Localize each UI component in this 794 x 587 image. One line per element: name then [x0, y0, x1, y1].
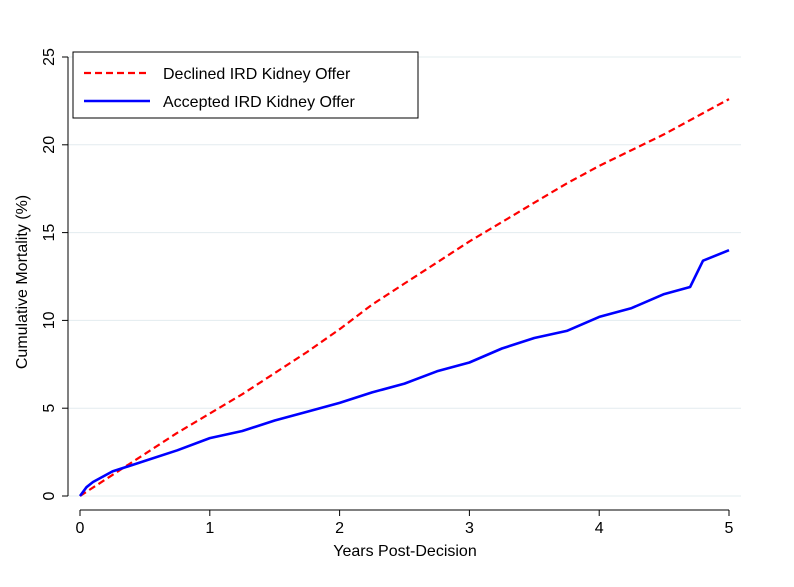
x-tick-label-4: 4 [595, 520, 604, 537]
x-tick-label-0: 0 [76, 520, 85, 537]
y-tick-label-2: 10 [41, 311, 58, 329]
legend-label-accepted: Accepted IRD Kidney Offer [163, 94, 355, 111]
y-tick-label-3: 15 [41, 224, 58, 242]
y-tick-label-1: 5 [41, 404, 58, 413]
x-axis-label: Years Post-Decision [333, 543, 476, 560]
y-tick-label-5: 25 [41, 48, 58, 66]
x-tick-label-5: 5 [725, 520, 734, 537]
y-axis-label: Cumulative Mortality (%) [14, 195, 31, 369]
y-tick-label-4: 20 [41, 136, 58, 154]
x-tick-label-2: 2 [335, 520, 344, 537]
legend-label-declined: Declined IRD Kidney Offer [163, 66, 351, 83]
legend: Declined IRD Kidney Offer Accepted IRD K… [72, 51, 419, 119]
x-tick-label-3: 3 [465, 520, 474, 537]
x-axis-ticks: 0 1 2 3 4 5 [76, 510, 734, 537]
series-line-accepted [78, 248, 730, 497]
x-tick-label-1: 1 [205, 520, 214, 537]
y-tick-label-0: 0 [41, 491, 58, 500]
axes [67, 57, 729, 511]
series-line-declined [79, 98, 730, 497]
y-axis-ticks: 0 5 10 15 20 25 [41, 48, 68, 500]
legend-box [72, 51, 419, 119]
series-lines [78, 98, 730, 497]
